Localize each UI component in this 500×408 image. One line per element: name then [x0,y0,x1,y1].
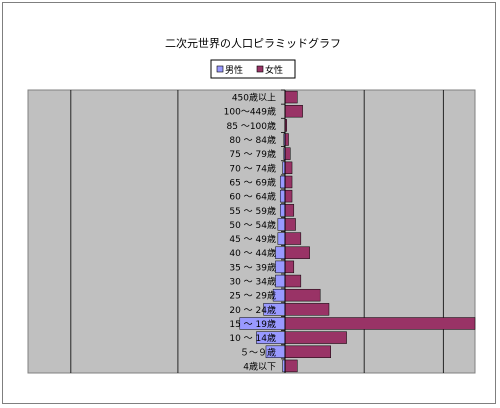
bar-female [284,260,295,274]
bar-male [277,218,286,231]
legend-label-female: 女性 [265,64,283,76]
category-tick-label: 40 ～ 44歳 [229,247,276,259]
bar-female [284,105,303,118]
bar-male [275,274,286,288]
category-tick-label: 50 ～ 54歳 [229,219,276,231]
legend-swatch-female [256,65,264,73]
bar-female [284,175,293,189]
category-tick-label: 55 ～ 59歳 [229,205,276,217]
category-tick-label: 70 ～ 74歳 [229,162,276,174]
series-female-bars [284,90,476,373]
bar-female [284,218,296,231]
bar-female [284,331,347,344]
category-tick-label: 100～449歳 [224,106,276,118]
bar-female [284,288,321,302]
category-tick-label: 80 ～ 84歳 [229,134,276,146]
bar-female [284,189,293,203]
category-tick-label: 45 ～ 49歳 [229,233,276,245]
bar-male [279,175,286,189]
bar-female [284,204,295,217]
category-tick-label: 35 ～ 39歳 [229,261,276,273]
chart-title: 二次元世界の人口ピラミッドグラフ [165,36,341,50]
bar-female [284,232,302,245]
category-tick-labels: 4歳以下 ５～９歳 10 ～ 14歳 15 ～ 19歳 20 ～ 24歳 25 ～ 29歳… [224,89,285,372]
plot-area [27,89,476,374]
bar-male [275,246,286,259]
bar-female [284,133,289,146]
category-tick-label: 30 ～ 34歳 [229,276,276,288]
category-tick-label: 4歳以下 [243,360,276,372]
category-tick-label: 85 ～100歳 [227,120,277,132]
bar-male [279,189,286,203]
bar-female [284,317,476,330]
category-tick-label: 20 ～ 24歳 [229,304,276,316]
category-tick-label: 60 ～ 64歳 [229,191,276,203]
legend-box [210,59,296,79]
population-pyramid-chart: 二次元世界の人口ピラミッドグラフ 男性 女性 4歳以下 ５～９歳 10 ～ 14歳 1… [27,36,476,374]
category-tick-label: ５～９歳 [240,346,276,358]
legend: 男性 女性 [210,59,296,79]
bar-female [284,90,298,104]
category-tick-label: 15 ～ 19歳 [229,318,276,330]
legend-swatch-male [216,65,224,73]
bar-female [284,246,310,259]
chart-frame: 二次元世界の人口ピラミッドグラフ 男性 女性 4歳以下 ５～９歳 10 ～ 14歳 1… [2,2,496,404]
bar-male [279,204,286,217]
category-tick-label: 450歳以上 [232,92,276,104]
category-tick-label: 25 ～ 29歳 [229,290,276,302]
bar-female [284,359,298,373]
category-tick-label: 75 ～ 79歳 [229,148,276,160]
bar-male [275,260,286,274]
legend-label-male: 男性 [225,64,243,76]
bar-female [284,345,331,358]
bar-male [277,232,286,245]
bar-female [284,161,293,175]
category-tick-label: 10 ～ 14歳 [229,332,276,344]
bar-female [284,274,302,288]
category-tick-label: 65 ～ 69歳 [229,176,276,188]
bar-female [284,303,330,316]
bar-female [284,147,291,160]
